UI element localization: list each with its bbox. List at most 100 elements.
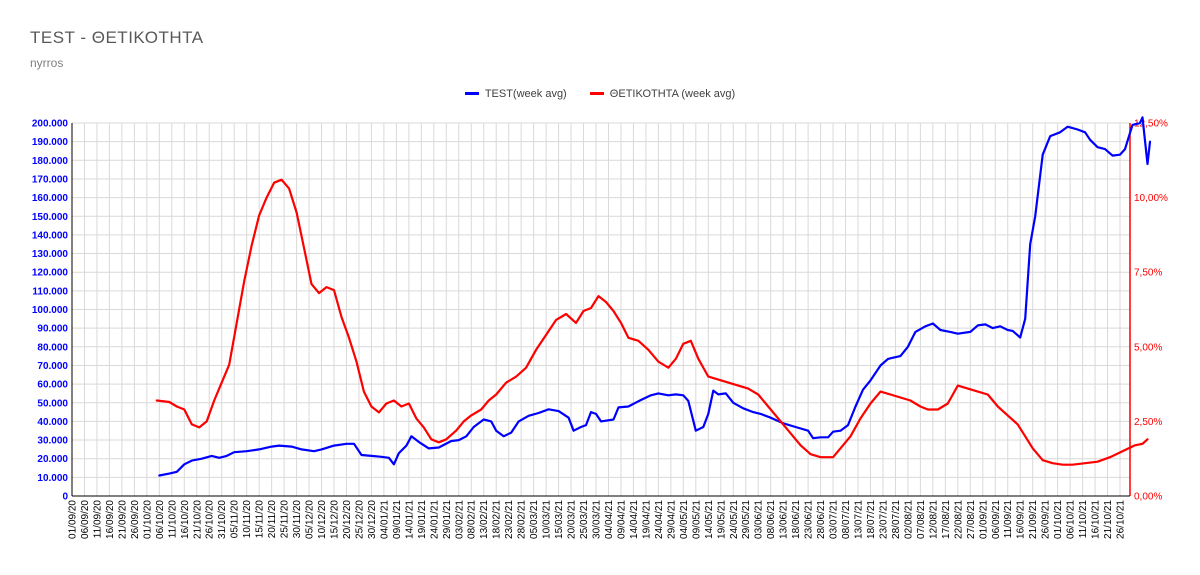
y-left-tick-label: 110.000 xyxy=(32,286,68,297)
x-tick-label: 11/10/21 xyxy=(1078,500,1089,539)
legend-swatch-positivity xyxy=(589,92,604,95)
y-axis-left-ticks: 0 10.000 20.000 30.000 40.000 50.000 60.000 70.… xyxy=(32,119,69,503)
x-tick-label: 26/09/21 xyxy=(1041,500,1052,539)
x-tick-label: 07/08/21 xyxy=(916,500,927,539)
legend-swatch-test xyxy=(464,92,479,95)
x-tick-label: 30/12/20 xyxy=(367,500,378,539)
x-tick-label: 23/06/21 xyxy=(804,500,815,539)
x-tick-label: 05/12/20 xyxy=(305,500,316,539)
x-tick-label: 29/01/21 xyxy=(442,500,453,539)
x-tick-label: 28/06/21 xyxy=(816,500,827,539)
y-left-tick-label: 160.000 xyxy=(32,193,69,204)
y-left-tick-label: 100.000 xyxy=(32,305,69,316)
y-left-tick-label: 10.000 xyxy=(37,473,68,484)
gridlines xyxy=(72,122,1130,496)
x-tick-label: 24/05/21 xyxy=(729,500,740,539)
x-tick-label: 23/07/21 xyxy=(878,500,889,539)
y-left-tick-label: 130.000 xyxy=(32,249,69,260)
x-tick-label: 15/03/21 xyxy=(554,500,565,539)
x-tick-label: 10/12/20 xyxy=(317,500,328,539)
y-left-tick-label: 30.000 xyxy=(37,436,68,447)
y-left-tick-label: 20.000 xyxy=(37,454,68,465)
x-tick-label: 20/12/20 xyxy=(342,500,353,539)
x-tick-label: 11/10/20 xyxy=(167,500,178,539)
x-tick-label: 08/02/21 xyxy=(467,500,478,539)
x-tick-label: 16/09/21 xyxy=(1016,500,1027,539)
x-tick-label: 18/07/21 xyxy=(866,500,877,539)
x-tick-label: 15/11/20 xyxy=(255,500,266,539)
x-tick-label: 17/08/21 xyxy=(941,500,952,539)
y-left-tick-label: 70.000 xyxy=(37,361,68,372)
series-line-positivity xyxy=(155,178,1149,466)
series-line-test xyxy=(158,116,1152,477)
x-tick-label: 01/10/21 xyxy=(1053,500,1064,539)
x-tick-label: 01/10/20 xyxy=(142,500,153,539)
x-tick-label: 15/12/20 xyxy=(330,500,341,539)
x-axis-ticks: 01/09/20 06/09/20 11/09/20 16/09/20 21/09/20… xyxy=(68,500,1127,539)
y-left-tick-label: 60.000 xyxy=(37,380,68,391)
legend-label-positivity: ΘΕΤΙΚΟΤΗΤΑ (week avg) xyxy=(609,87,736,100)
x-tick-label: 21/10/21 xyxy=(1103,500,1114,539)
x-tick-label: 25/12/20 xyxy=(354,500,365,539)
x-tick-label: 24/01/21 xyxy=(429,500,440,539)
x-tick-label: 22/08/21 xyxy=(953,500,964,539)
y-left-tick-label: 40.000 xyxy=(37,417,68,428)
y-left-tick-label: 0 xyxy=(62,492,68,503)
x-tick-label: 03/06/21 xyxy=(754,500,765,539)
x-tick-label: 16/09/20 xyxy=(105,500,116,539)
x-tick-label: 08/06/21 xyxy=(766,500,777,539)
legend: TEST(week avg) ΘΕΤΙΚΟΤΗΤΑ (week avg) xyxy=(0,86,1200,100)
x-tick-label: 05/03/21 xyxy=(529,500,540,539)
y-right-tick-label: 0,00% xyxy=(1134,492,1162,503)
x-tick-label: 31/10/20 xyxy=(217,500,228,539)
x-tick-label: 04/04/21 xyxy=(604,500,615,539)
x-tick-label: 10/03/21 xyxy=(542,500,553,539)
y-left-tick-label: 50.000 xyxy=(37,398,68,409)
x-tick-label: 18/02/21 xyxy=(492,500,503,539)
y-left-tick-label: 140.000 xyxy=(32,230,69,241)
x-tick-label: 28/02/21 xyxy=(517,500,528,539)
x-tick-label: 09/05/21 xyxy=(691,500,702,539)
x-tick-label: 06/10/20 xyxy=(155,500,166,539)
x-tick-label: 06/09/21 xyxy=(991,500,1002,539)
x-tick-label: 26/10/21 xyxy=(1116,500,1127,539)
x-tick-label: 13/07/21 xyxy=(854,500,865,539)
x-tick-label: 12/08/21 xyxy=(928,500,939,539)
x-tick-label: 21/09/21 xyxy=(1028,500,1039,539)
y-left-tick-label: 200.000 xyxy=(32,119,69,130)
x-tick-label: 27/08/21 xyxy=(966,500,977,539)
x-tick-label: 23/02/21 xyxy=(504,500,515,539)
x-tick-label: 18/06/21 xyxy=(791,500,802,539)
y-left-tick-label: 90.000 xyxy=(37,324,68,335)
legend-item-test: TEST(week avg) xyxy=(464,87,567,100)
x-tick-label: 11/09/20 xyxy=(92,500,103,539)
chart-subtitle: nyrros xyxy=(30,56,64,70)
x-tick-label: 10/11/20 xyxy=(242,500,253,539)
x-tick-label: 14/04/21 xyxy=(629,500,640,539)
x-tick-label: 30/03/21 xyxy=(592,500,603,539)
x-tick-label: 16/10/20 xyxy=(180,500,191,539)
y-left-tick-label: 150.000 xyxy=(32,212,69,223)
y-axis-right-ticks: 0,00% 2,50% 5,00% 7,50% 10,00% 12,50% xyxy=(1134,119,1168,503)
y-right-tick-label: 5,00% xyxy=(1134,342,1162,353)
x-tick-label: 08/07/21 xyxy=(841,500,852,539)
x-tick-label: 01/09/20 xyxy=(68,500,79,539)
x-tick-label: 25/03/21 xyxy=(579,500,590,539)
x-tick-label: 06/10/21 xyxy=(1066,500,1077,539)
x-tick-label: 04/05/21 xyxy=(679,500,690,539)
x-tick-label: 20/03/21 xyxy=(567,500,578,539)
x-tick-label: 01/09/21 xyxy=(978,500,989,539)
x-tick-label: 26/09/20 xyxy=(130,500,141,539)
chart-title: TEST - ΘΕΤΙΚΟΤΗΤΑ xyxy=(30,28,204,47)
x-tick-label: 02/08/21 xyxy=(903,500,914,539)
x-tick-label: 19/04/21 xyxy=(641,500,652,539)
y-right-tick-label: 10,00% xyxy=(1134,193,1168,204)
y-left-tick-label: 80.000 xyxy=(37,342,68,353)
x-tick-label: 09/01/21 xyxy=(392,500,403,539)
y-left-tick-label: 120.000 xyxy=(32,268,69,279)
legend-label-test: TEST(week avg) xyxy=(484,87,567,100)
x-tick-label: 04/01/21 xyxy=(379,500,390,539)
x-tick-label: 20/11/20 xyxy=(267,500,278,539)
x-tick-label: 03/07/21 xyxy=(829,500,840,539)
